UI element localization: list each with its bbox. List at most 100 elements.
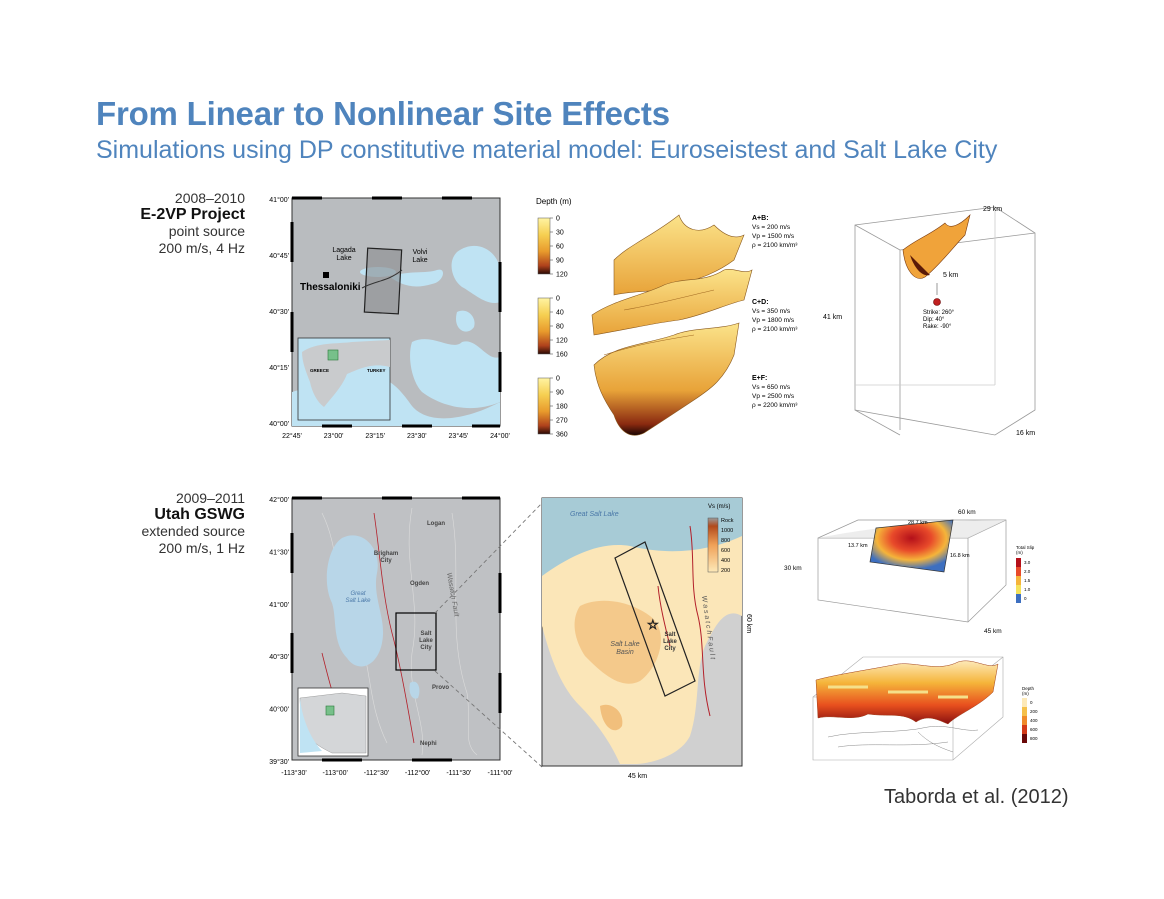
- box2-side-label: 45 km: [984, 628, 1002, 635]
- depth-tick-label: 120: [556, 272, 568, 279]
- lat-tick-label: 41°00': [269, 601, 289, 609]
- layer-rho: ρ = 2100 km/m³: [752, 242, 798, 249]
- relief-legend-swatch: [1022, 725, 1027, 734]
- slip-legend-label: 1.0: [1024, 587, 1031, 592]
- relief-legend-swatch: [1022, 734, 1027, 743]
- lat-tick-label: 40°30': [269, 308, 289, 316]
- epicenter-star: ☆: [647, 617, 659, 632]
- slc-lake-label: Great Salt Lake: [570, 511, 619, 518]
- strike-label: Strike: 260°: [923, 310, 955, 316]
- depth-colorbar: [537, 377, 551, 435]
- lake-label-volvi: Volvi Lake: [412, 249, 427, 264]
- depth-colorbar: [537, 297, 551, 355]
- lat-tick-label: 42°00': [269, 496, 289, 504]
- layer-vs: Vs = 350 m/s: [752, 308, 791, 315]
- lon-tick-label: -111°00': [488, 769, 513, 777]
- depth-tick-label: 80: [556, 324, 564, 331]
- depth-tick-label: 60: [556, 244, 564, 251]
- inner-width-label: 13.7 km: [848, 543, 868, 549]
- lat-tick-label: 40°30': [269, 653, 289, 661]
- relief-legend-title: Depth (m): [1022, 686, 1035, 696]
- utah-lon-ticks: -113°30' -113°00' -112°30' -112°00' -111°30'…: [281, 769, 512, 777]
- greece-lon-ticks: 22°45' 23°00' 23°15' 23°30' 23°45' 24°00': [282, 432, 510, 440]
- slip-legend-label: 1.5: [1024, 578, 1031, 583]
- row-project: Utah GSWG: [154, 505, 245, 523]
- lon-tick-label: -112°00': [405, 769, 430, 777]
- depth-tick-label: 160: [556, 352, 568, 359]
- citation: Taborda et al. (2012): [884, 786, 1069, 808]
- slip-legend-title: Total Slip (m): [1016, 545, 1035, 555]
- simulation-domain-outline: [614, 541, 696, 697]
- layer-vs: Vs = 200 m/s: [752, 224, 791, 231]
- depth-legend-title: Depth (m): [536, 197, 572, 206]
- slip-box-3d: 28.7 km 13.7 km 16.8 km 60 km 30 km 45 k…: [784, 509, 1035, 635]
- greece-map: Thessaloniki Lagada Lake Volvi Lake GREECE…: [269, 196, 510, 440]
- row-source: extended source: [141, 523, 245, 539]
- relief-legend-label: 0: [1030, 700, 1033, 705]
- city-label: Thessaloniki: [300, 282, 361, 293]
- box2-depth-label: 30 km: [784, 565, 802, 572]
- relief-legend-swatch: [1022, 716, 1027, 725]
- row-source: point source: [168, 223, 245, 239]
- layer-rho: ρ = 2100 km/m³: [752, 326, 798, 333]
- depth-colorbar: [537, 217, 551, 275]
- lat-tick-label: 40°00': [269, 420, 289, 428]
- basin-layers-3d: [591, 214, 753, 436]
- lon-tick-label: 23°30': [407, 432, 427, 440]
- relief-legend-label: 600: [1030, 727, 1038, 732]
- box2-top-label: 60 km: [958, 509, 976, 516]
- layer-vp: Vp = 1800 m/s: [752, 317, 795, 324]
- layer-name: E+F:: [752, 375, 767, 382]
- depth-tick-label: 270: [556, 418, 568, 425]
- depth-tick-label: 0: [556, 296, 560, 303]
- place-gsl: Great Salt Lake: [345, 591, 371, 604]
- lon-tick-label: 23°00': [324, 432, 344, 440]
- slip-legend-swatch: [1016, 576, 1021, 585]
- slip-legend-swatch: [1016, 567, 1021, 576]
- depth-tick-label: 30: [556, 230, 564, 237]
- depth-tick-label: 120: [556, 338, 568, 345]
- rake-label: Rake: -90°: [923, 324, 952, 330]
- box1-depth-label: 41 km: [823, 314, 842, 321]
- place-brigham: Brigham City: [374, 551, 398, 564]
- row-years: 2008–2010: [174, 190, 245, 206]
- lon-tick-label: 24°00': [490, 432, 510, 440]
- lat-tick-label: 40°45': [269, 252, 289, 260]
- slc-depth-relief-3d: Depth (m) 0 200 400 600 800: [812, 656, 1038, 761]
- lat-tick-label: 40°15': [269, 364, 289, 372]
- inset-label-greece: GREECE: [310, 368, 329, 373]
- vs-legend-label: 600: [721, 548, 730, 554]
- depth-tick-label: 0: [556, 216, 560, 223]
- slip-legend-label: 3.0: [1024, 560, 1031, 565]
- vs-legend-label: 200: [721, 568, 730, 574]
- lon-tick-label: -113°00': [322, 769, 347, 777]
- slc-zoom-box: [395, 612, 437, 671]
- dip-label: Dip: 40°: [923, 317, 945, 323]
- slc-detail-map: Great Salt Lake ☆ Salt Lake City Salt Lake…: [541, 497, 752, 780]
- place-ogden: Ogden: [410, 581, 429, 587]
- slc-height-label: 60 km: [745, 614, 752, 633]
- row-params: 200 m/s, 4 Hz: [158, 239, 245, 256]
- row-label-utah: 2009–2011 Utah GSWG extended source 200 …: [45, 490, 245, 556]
- slc-width-label: 45 km: [628, 773, 647, 780]
- relief-legend-label: 800: [1030, 736, 1038, 741]
- depth-tick-label: 90: [556, 390, 564, 397]
- vs-legend-title: Vs (m/s): [708, 504, 730, 510]
- depth-tick-label: 90: [556, 258, 564, 265]
- vs-legend-label: 800: [721, 538, 730, 544]
- page-subtitle: Simulations using DP constitutive materi…: [96, 136, 998, 164]
- domain-box-1: 5 km Strike: 260° Dip: 40° Rake: -90° 29…: [823, 206, 1036, 437]
- relief-legend-label: 200: [1030, 709, 1038, 714]
- layer-vs: Vs = 650 m/s: [752, 384, 791, 391]
- lat-tick-label: 39°30': [269, 758, 289, 766]
- inner-depth-label: 16.8 km: [950, 553, 970, 559]
- place-nephi: Nephi: [420, 741, 437, 747]
- vs-legend-label: Rock: [721, 518, 734, 524]
- slip-legend-swatch: [1016, 585, 1021, 594]
- page-title: From Linear to Nonlinear Site Effects: [96, 95, 670, 132]
- box1-side-label: 16 km: [1016, 430, 1035, 437]
- lake-label-lagada: Lagada Lake: [332, 247, 355, 262]
- source-marker: [933, 298, 941, 306]
- depth-tick-label: 360: [556, 432, 568, 439]
- lat-tick-label: 41°30': [269, 548, 289, 556]
